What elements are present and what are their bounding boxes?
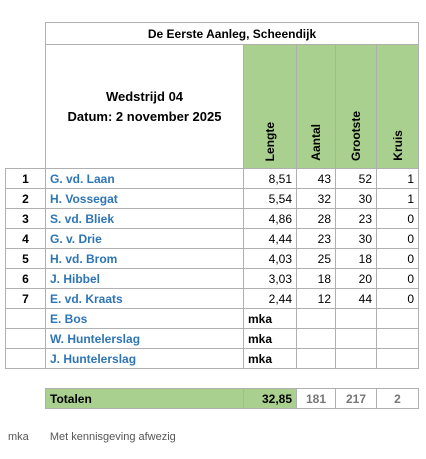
- value: 2,44: [243, 288, 297, 309]
- totals-row: Totalen 32,85 181 217 2: [45, 388, 419, 409]
- match: Wedstrijd 04: [105, 88, 184, 104]
- rank: 3: [5, 208, 46, 229]
- value: 4,86: [243, 208, 297, 229]
- rank: 2: [5, 188, 46, 209]
- totals-table: Totalen 32,85 181 217 2: [45, 388, 419, 409]
- status: mka: [243, 328, 297, 349]
- total-value: 2: [376, 388, 419, 409]
- results-table: De Eerste Aanleg, Scheendijk Wedstrijd 0…: [5, 22, 420, 369]
- empty-cell: [335, 328, 377, 349]
- value: 12: [296, 288, 336, 309]
- name: G. v. Drie: [45, 228, 244, 249]
- empty-cell: [375, 348, 420, 369]
- empty-cell: [296, 348, 336, 369]
- row: 6 J. Hibbel 3,03 18 20 0: [5, 268, 420, 289]
- empty-cell: [296, 328, 336, 349]
- total-value: 32,85: [243, 388, 297, 409]
- row: 7 E. vd. Kraats 2,44 12 44 0: [5, 288, 420, 309]
- value: 0: [375, 228, 420, 249]
- value: 28: [296, 208, 336, 229]
- value: 1: [375, 188, 420, 209]
- empty-cell: [335, 308, 377, 329]
- value: 23: [335, 208, 377, 229]
- total-value: 217: [335, 388, 377, 409]
- row: 3 S. vd. Bliek 4,86 28 23 0: [5, 208, 420, 229]
- column-label: Grootste: [349, 110, 363, 161]
- row: 1 G. vd. Laan 8,51 43 52 1: [5, 168, 420, 189]
- name: J. Hibbel: [45, 268, 244, 289]
- totals-label: Totalen: [45, 388, 244, 409]
- name: W. Huntelerslag: [45, 328, 244, 349]
- value: 0: [375, 248, 420, 269]
- rank: [5, 308, 46, 329]
- row: 4 G. v. Drie 4,44 23 30 0: [5, 228, 420, 249]
- value: 20: [335, 268, 377, 289]
- title-row: De Eerste Aanleg, Scheendijk: [6, 22, 420, 45]
- title: De Eerste Aanleg, Scheendijk: [44, 22, 420, 45]
- value: 5,54: [243, 188, 297, 209]
- row: W. Huntelerslag mka: [5, 328, 420, 349]
- value: 4,03: [243, 248, 297, 269]
- name: S. vd. Bliek: [45, 208, 244, 229]
- value: 30: [335, 188, 377, 209]
- value: 1: [375, 168, 420, 189]
- column-header: Kruis: [375, 44, 420, 169]
- status: mka: [243, 308, 297, 329]
- row: E. Bos mka: [5, 308, 420, 329]
- value: 18: [296, 268, 336, 289]
- value: 25: [296, 248, 336, 269]
- empty-cell: [296, 308, 336, 329]
- row: J. Huntelerslag mka: [5, 348, 420, 369]
- empty-cell: [375, 308, 420, 329]
- rank: 1: [5, 168, 46, 189]
- value: 44: [335, 288, 377, 309]
- empty-cell: [375, 328, 420, 349]
- rank: 6: [5, 268, 46, 289]
- value: 0: [375, 288, 420, 309]
- status: mka: [243, 348, 297, 369]
- value: 30: [335, 228, 377, 249]
- value: 8,51: [243, 168, 297, 189]
- name: J. Huntelerslag: [45, 348, 244, 369]
- row: 2 H. Vossegat 5,54 32 30 1: [5, 188, 420, 209]
- value: 32: [296, 188, 336, 209]
- value: 43: [296, 168, 336, 189]
- column-header: Lengte: [243, 44, 297, 169]
- name: E. vd. Kraats: [45, 288, 244, 309]
- row: 5 H. vd. Brom 4,03 25 18 0: [5, 248, 420, 269]
- value: 23: [296, 228, 336, 249]
- total-value: 181: [296, 388, 336, 409]
- column-label: Lengte: [263, 121, 277, 161]
- value: 18: [335, 248, 377, 269]
- rank: [5, 328, 46, 349]
- column-label: Kruis: [390, 130, 405, 161]
- header-row: Wedstrijd 04 Datum: 2 november 2025 Leng…: [6, 44, 420, 169]
- column-header: Grootste: [335, 44, 377, 169]
- value: 0: [375, 208, 420, 229]
- value: 0: [375, 268, 420, 289]
- column-label: Aantal: [309, 124, 323, 161]
- footer-text: Met kennisgeving afwezig: [49, 431, 176, 443]
- empty-cell: [335, 348, 377, 369]
- column-header: Aantal: [296, 44, 336, 169]
- value: 52: [335, 168, 377, 189]
- date: Datum: 2 november 2025: [67, 108, 222, 124]
- name: G. vd. Laan: [45, 168, 244, 189]
- value: 3,03: [243, 268, 297, 289]
- name: H. Vossegat: [45, 188, 244, 209]
- rank: [5, 348, 46, 369]
- footer-abbr: mka: [8, 431, 29, 443]
- match-info: Wedstrijd 04 Datum: 2 november 2025: [45, 44, 244, 169]
- footer: mka Met kennisgeving afwezig: [8, 431, 176, 443]
- rank: 7: [5, 288, 46, 309]
- rank: 5: [5, 248, 46, 269]
- value: 4,44: [243, 228, 297, 249]
- rank: 4: [5, 228, 46, 249]
- name: E. Bos: [45, 308, 244, 329]
- name: H. vd. Brom: [45, 248, 244, 269]
